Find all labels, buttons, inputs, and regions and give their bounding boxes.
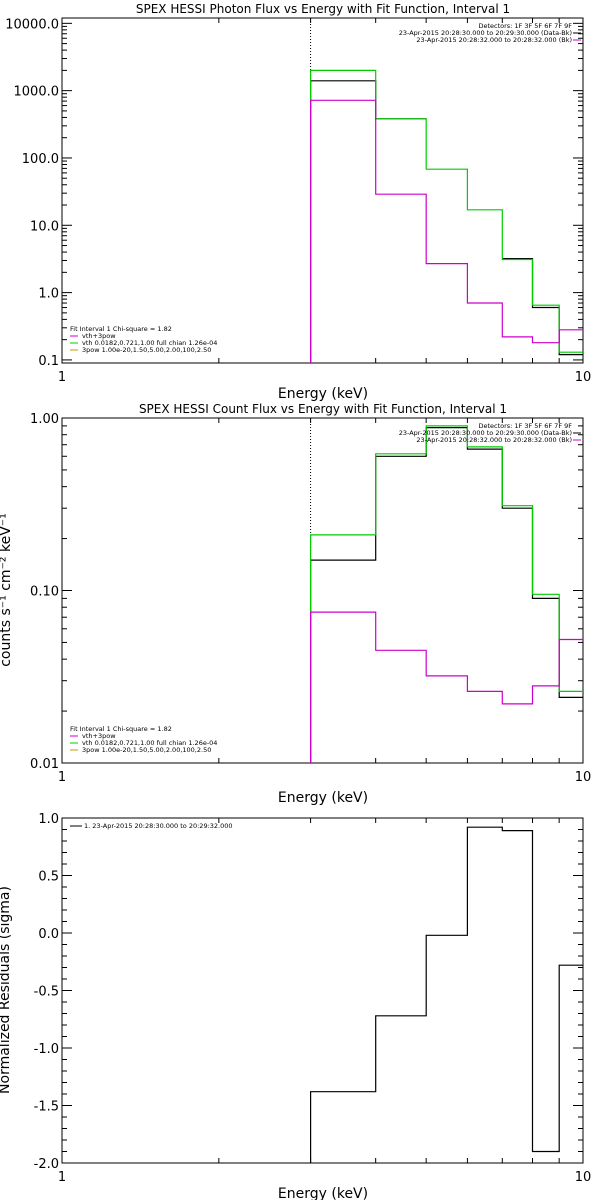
residuals-y-tick-label: 0.5 [38,870,59,885]
count-flux-x-label: Energy (keV) [278,790,368,806]
photon-flux-y-tick-label: 0.1 [38,354,59,369]
residuals-x-tick-label: 1 [58,1170,66,1185]
photon-flux-y-tick-label: 1.0 [38,287,59,302]
photon-flux-x-tick-label: 1 [58,370,66,385]
count-flux-panel: SPEX HESSI Count Flux vs Energy with Fit… [0,402,591,806]
photon-flux-x-label: Energy (keV) [278,386,368,402]
count-flux-legend-entry: 23-Apr-2015 20:28:32.000 to 20:28:32.000… [416,436,572,444]
residuals-y-tick-label: 1.0 [38,812,59,827]
photon-flux-fit-legend-entry: Fit Interval 1 Chi-square = 1.82 [70,325,172,333]
residuals-y-tick-label: -1.5 [34,1100,59,1115]
count-flux-legend-top: Detectors: 1F 3F 5F 6F 7F 9F23-Apr-2015 … [399,422,581,444]
count-flux-series-2-step [310,611,583,763]
photon-flux-x-tick-label: 10 [575,370,592,385]
residuals-y-tick-label: -2.0 [34,1157,59,1172]
count-flux-x-tick-label: 10 [575,770,592,785]
photon-flux-fit-legend-entry: 3pow 1.00e-20,1.50,5.00,2.00,100,2.50 [82,346,211,354]
count-flux-y-label: counts s⁻¹ cm⁻² keV⁻¹ [0,513,14,667]
photon-flux-legend-top: Detectors: 1F 3F 5F 6F 7F 9F23-Apr-2015 … [399,22,581,44]
photon-flux-panel: SPEX HESSI Photon Flux vs Energy with Fi… [5,2,591,402]
photon-flux-frame [61,17,584,364]
residuals-legend: 1. 23-Apr-2015 20:28:30.000 to 20:29:32.… [70,822,233,830]
photon-flux-fit-legend-entry: vth 0.0182,0.721,1.00 full chian 1.26e-0… [82,339,217,347]
residuals-y-label: Normalized Residuals (sigma) [0,886,13,1094]
photon-flux-legend-entry: Detectors: 1F 3F 5F 6F 7F 9F [478,22,572,30]
photon-flux-y-tick-label: 100.0 [22,152,59,167]
residuals-series-0-step [310,826,583,1163]
photon-flux-y-tick-label: 10000.0 [5,17,59,32]
residuals-y-tick-label: -1.0 [34,1042,59,1057]
count-flux-fit-legend-entry: vth+3pow [82,732,116,740]
count-flux-title: SPEX HESSI Count Flux vs Energy with Fit… [139,402,507,416]
residuals-frame [61,817,584,1164]
count-flux-series-1-step [310,425,583,763]
residuals-panel: 1 10 -2.0 -1.5 -1.0 -0.5 0.0 0.5 1.0 1. 23-Apr-2… [0,812,591,1200]
photon-flux-series-0-step [310,80,583,363]
photon-flux-series-2-step [310,99,583,363]
count-flux-legend-entry: 23-Apr-2015 20:28:30.000 to 20:29:30.000… [399,429,572,437]
residuals-y-tick-label: -0.5 [34,985,59,1000]
count-flux-fit-legend-entry: Fit Interval 1 Chi-square = 1.82 [70,725,172,733]
count-flux-fit-legend-entry: vth 0.0182,0.721,1.00 full chian 1.26e-0… [82,739,217,747]
count-flux-y-tick-label: 1.00 [30,412,59,427]
photon-flux-fit-legend-entry: vth+3pow [82,332,116,340]
residuals-legend-entry: 1. 23-Apr-2015 20:28:30.000 to 20:29:32.… [84,822,233,830]
photon-flux-legend-entry: 23-Apr-2015 20:28:30.000 to 20:29:30.000… [399,29,572,37]
count-flux-series-0-step [310,427,583,763]
photon-flux-legend-entry: 23-Apr-2015 20:28:32.000 to 20:28:32.000… [416,36,572,44]
residuals-y-tick-label: 0.0 [38,927,59,942]
count-flux-frame [61,417,584,764]
photon-flux-series-1-step [310,69,583,363]
count-flux-y-tick-label: 0.01 [30,757,59,772]
residuals-x-label: Energy (keV) [278,1186,368,1200]
photon-flux-y-tick-label: 1000.0 [14,85,60,100]
count-flux-legend-bottom: Fit Interval 1 Chi-square = 1.82vth+3pow… [70,725,217,754]
count-flux-fit-legend-entry: 3pow 1.00e-20,1.50,5.00,2.00,100,2.50 [82,746,211,754]
residuals-x-tick-label: 10 [575,1170,592,1185]
count-flux-legend-entry: Detectors: 1F 3F 5F 6F 7F 9F [478,422,572,430]
photon-flux-y-tick-label: 10.0 [30,219,59,234]
photon-flux-title: SPEX HESSI Photon Flux vs Energy with Fi… [136,2,510,16]
count-flux-x-tick-label: 1 [58,770,66,785]
count-flux-y-tick-label: 0.10 [30,585,59,600]
photon-flux-legend-bottom: Fit Interval 1 Chi-square = 1.82vth+3pow… [70,325,217,354]
